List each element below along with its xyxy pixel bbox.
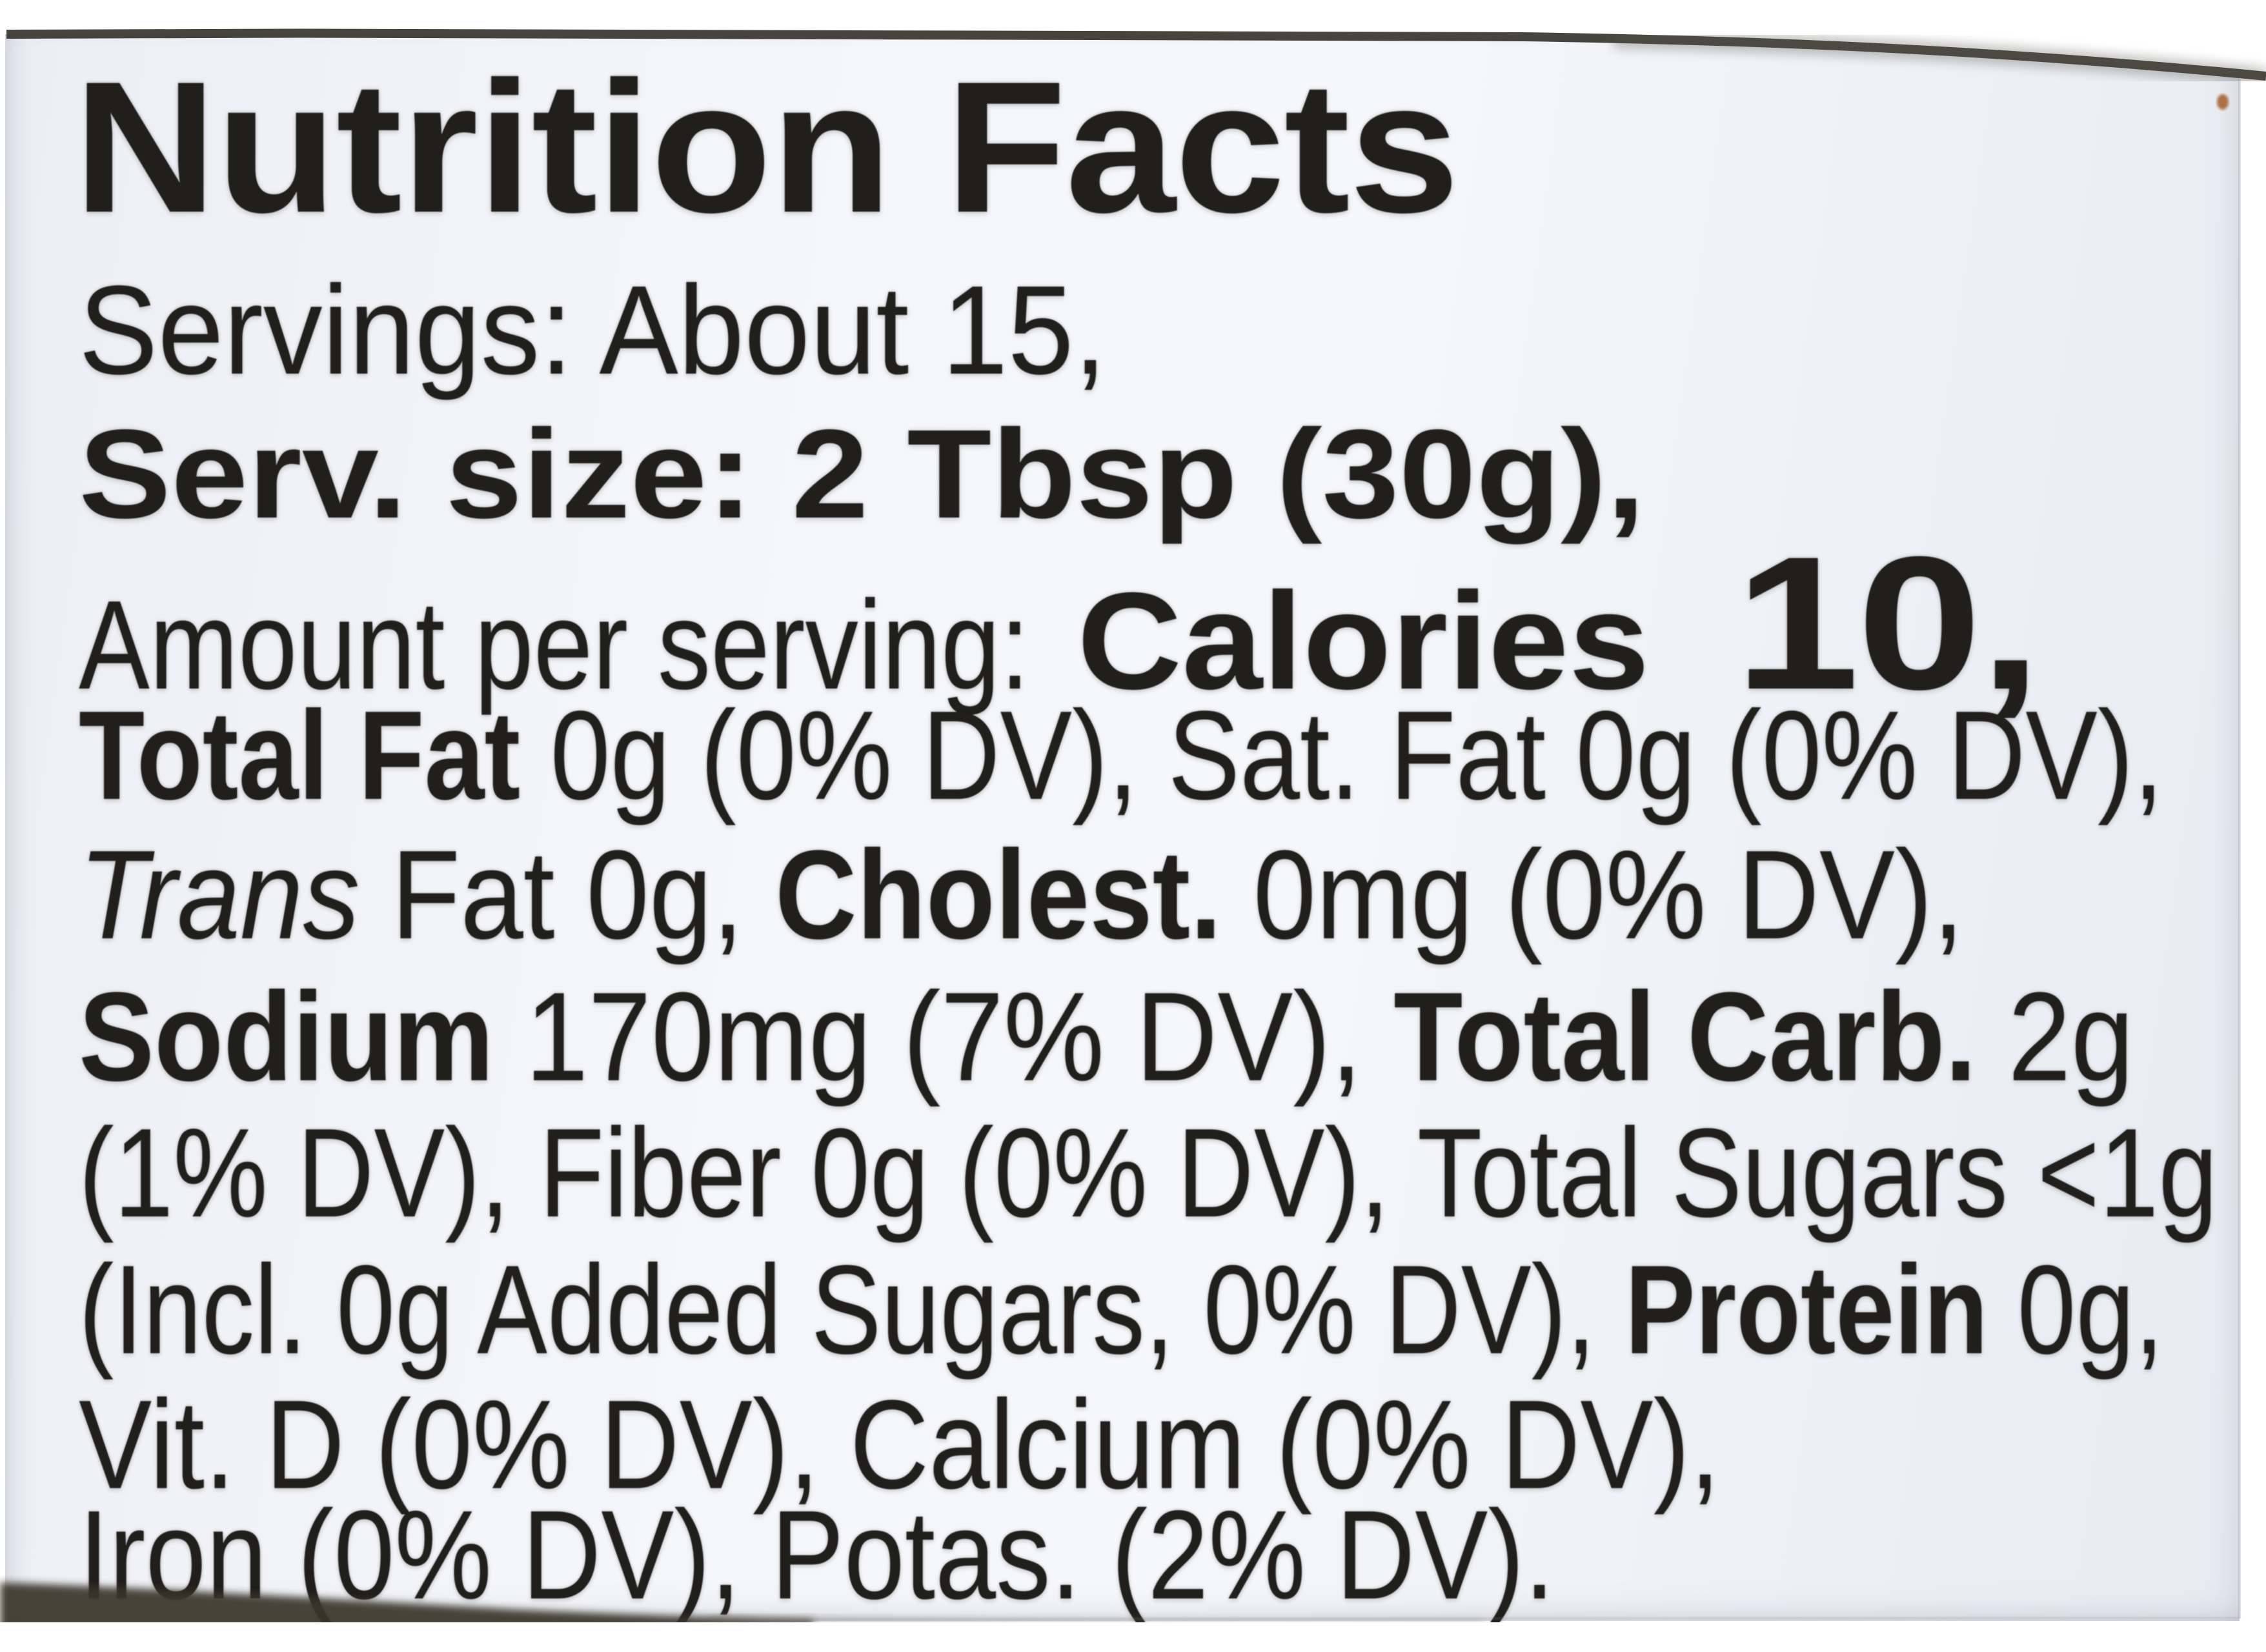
text-segment: (Incl. 0g Added Sugars, 0% DV), <box>79 1239 1625 1380</box>
bottom-white-margin <box>0 1622 2266 1652</box>
text-segment: Total Fat <box>79 685 551 826</box>
label-text-layer: Nutrition Facts Servings: About 15, Serv… <box>5 26 2240 1621</box>
protein-line: (Incl. 0g Added Sugars, 0% DV), Protein … <box>79 1247 2164 1373</box>
text-segment: Iron (0% DV), Potas. (2% DV). <box>79 1484 1555 1626</box>
text-segment: 10, <box>1735 518 2041 729</box>
servings-line: Servings: About 15, <box>79 267 1107 394</box>
cholesterol-line: Trans Fat 0g, Cholest. 0mg (0% DV), <box>79 832 1964 958</box>
text-segment: 0g, <box>2017 1239 2164 1380</box>
text-segment: Fat 0g, <box>391 824 775 965</box>
text-segment: 0g (0% DV), Sat. Fat 0g (0% DV), <box>550 685 2164 826</box>
title-text: Nutrition Facts <box>74 43 1459 252</box>
nutrition-label: Nutrition Facts Servings: About 15, Serv… <box>5 26 2240 1621</box>
text-segment: Servings: About 15, <box>79 259 1107 401</box>
right-white-margin <box>2242 0 2266 1652</box>
fiber-sugars-line: (1% DV), Fiber 0g (0% DV), Total Sugars … <box>79 1110 2218 1236</box>
text-segment: Trans <box>79 824 392 965</box>
text-segment: Calories <box>1077 564 1650 718</box>
text-segment: 0mg (0% DV), <box>1253 824 1965 965</box>
text-segment: Vit. D (0% DV), Calcium (0% DV), <box>79 1374 1721 1515</box>
calories-line: Amount per serving: Calories 10, <box>5 26 2240 1621</box>
vitamins-line: Vit. D (0% DV), Calcium (0% DV), <box>79 1382 1720 1508</box>
text-segment: Amount per serving: <box>79 574 1030 716</box>
serving-size-line: Serv. size: 2 Tbsp (30g), <box>79 411 1645 538</box>
text-segment: Protein <box>1624 1239 2018 1380</box>
fat-line: Total Fat 0g (0% DV), Sat. Fat 0g (0% DV… <box>79 692 2163 819</box>
text-segment: Serv. size: 2 Tbsp (30g), <box>79 403 1645 545</box>
minerals-line: Iron (0% DV), Potas. (2% DV). <box>79 1492 1555 1618</box>
sodium-carb-line: Sodium 170mg (7% DV), Total Carb. 2g <box>79 974 2134 1100</box>
text-segment: 2g <box>2008 966 2134 1107</box>
title-line: Nutrition Facts <box>74 54 1459 241</box>
text-segment: Cholest. <box>774 824 1253 965</box>
text-segment: Sodium <box>79 966 525 1107</box>
text-segment: 170mg (7% DV), <box>525 966 1394 1107</box>
text-segment: (1% DV), Fiber 0g (0% DV), Total Sugars … <box>79 1102 2218 1244</box>
text-segment: Total Carb. <box>1393 966 2008 1107</box>
